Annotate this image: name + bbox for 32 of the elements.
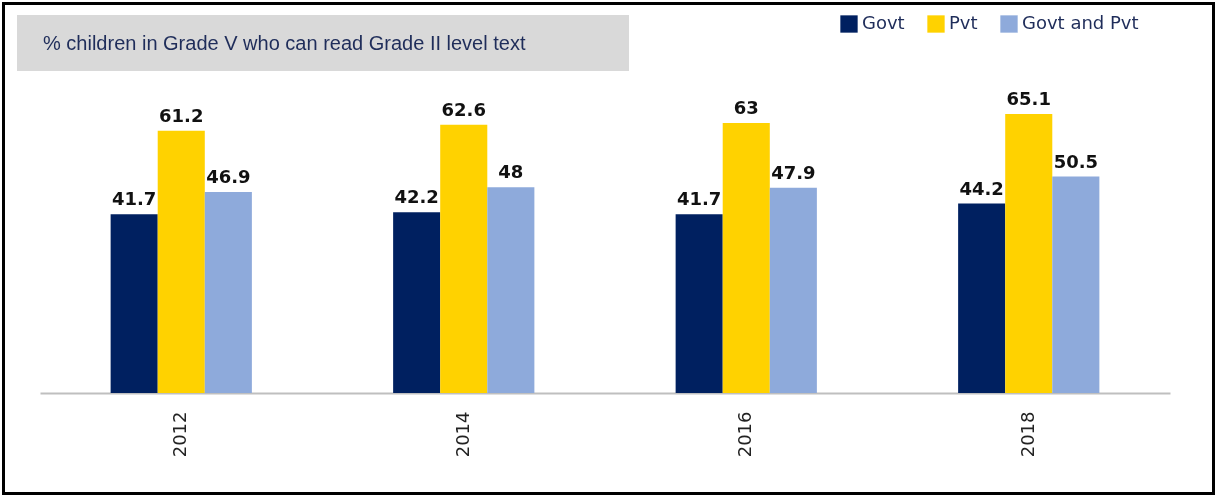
- x-tick-label: 2012: [169, 411, 191, 458]
- data-label: 48: [498, 161, 524, 183]
- bar: [157, 130, 205, 393]
- data-label: 44.2: [959, 177, 1004, 199]
- bar: [393, 212, 441, 393]
- data-label: 63: [733, 97, 759, 118]
- data-label: 62.6: [441, 98, 486, 120]
- legend-label: Govt: [862, 12, 905, 33]
- bar: [1052, 176, 1100, 393]
- bar: [722, 123, 770, 393]
- x-tick-label: 2014: [451, 411, 473, 458]
- bar: [958, 203, 1006, 393]
- x-tick-label: 2016: [734, 411, 756, 458]
- legend-label: Pvt: [949, 12, 978, 33]
- legend-label: Govt and Pvt: [1022, 12, 1139, 33]
- bar: [440, 124, 488, 393]
- bar: [675, 214, 723, 393]
- data-label: 42.2: [394, 186, 439, 208]
- bar: [769, 187, 817, 393]
- data-label: 65.1: [1006, 88, 1051, 109]
- data-label: 50.5: [1053, 150, 1099, 172]
- bar: [1005, 114, 1053, 393]
- data-label: 46.9: [206, 166, 251, 187]
- bar: [110, 214, 158, 393]
- chart-title: % children in Grade V who can read Grade II level text: [17, 15, 629, 71]
- data-label: 47.9: [771, 161, 816, 183]
- data-label: 41.7: [676, 188, 722, 210]
- x-tick-label: 2018: [1016, 411, 1038, 458]
- data-label: 61.2: [159, 104, 204, 126]
- data-label: 41.7: [111, 188, 157, 210]
- bar: [487, 187, 535, 393]
- bar: [204, 192, 252, 393]
